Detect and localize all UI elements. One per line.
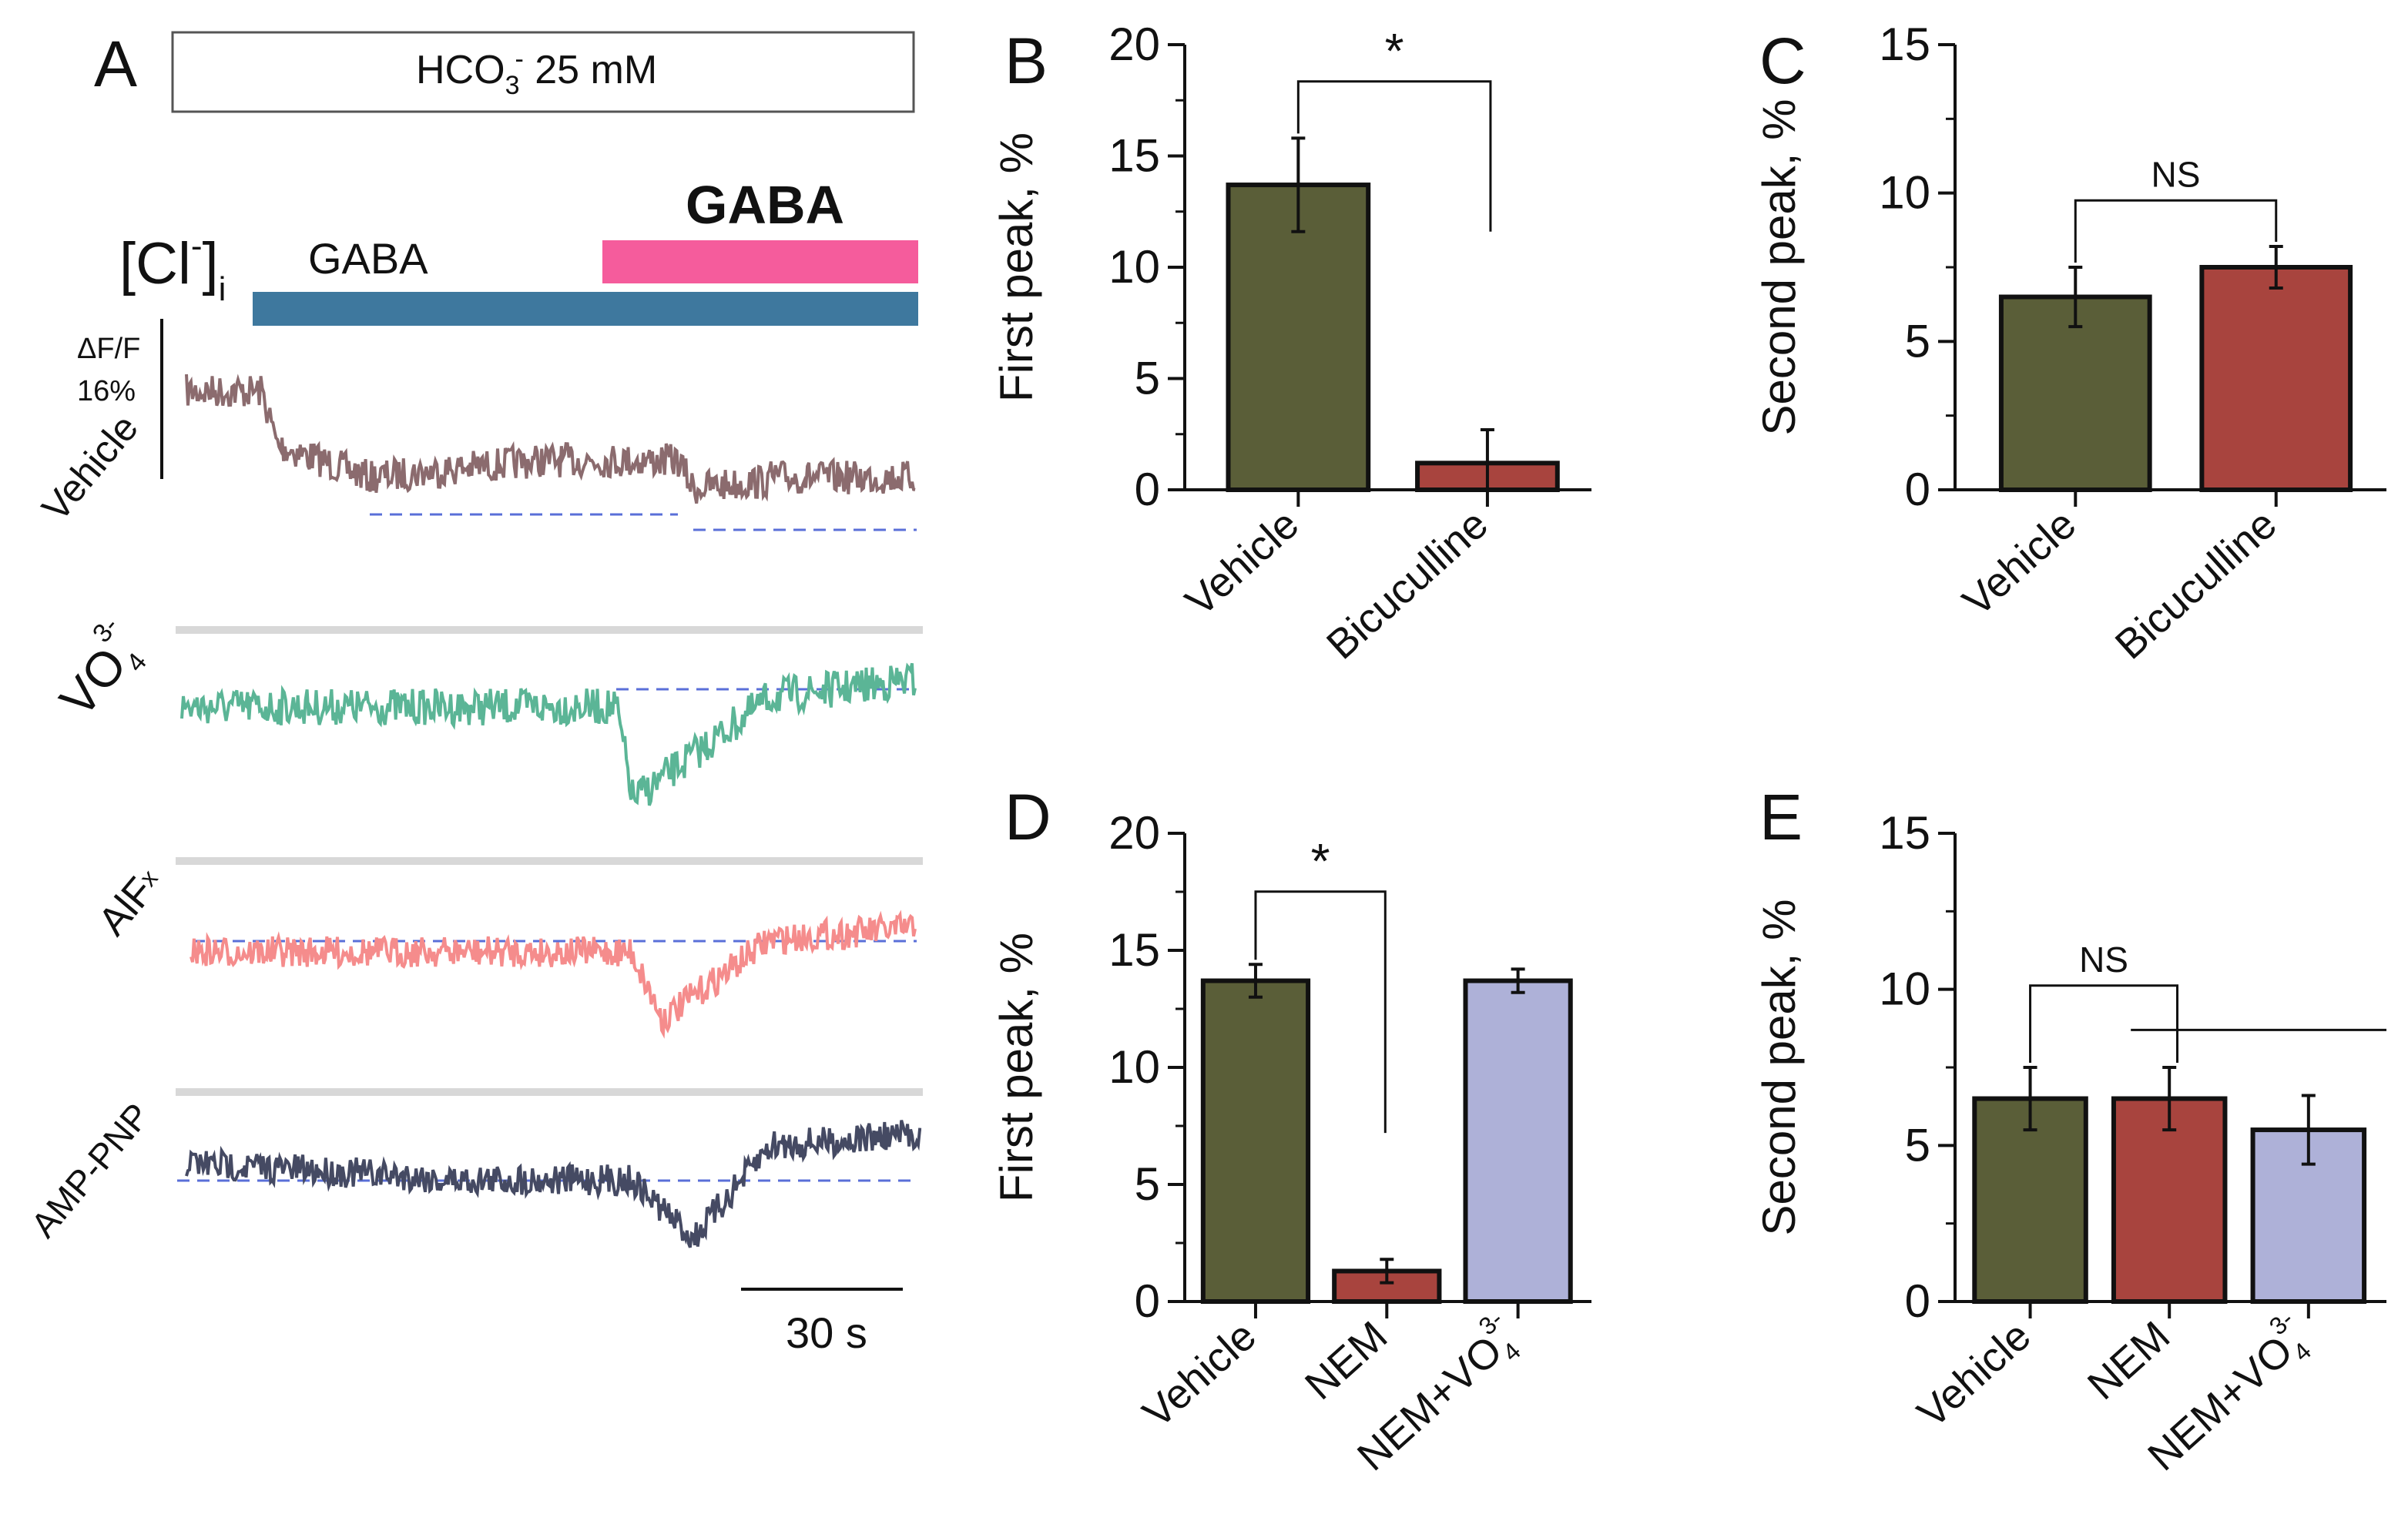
- solution-box: [171, 31, 915, 113]
- y-axis-label: Second peak, %: [1753, 900, 1805, 1236]
- y-tick-label: 5: [1905, 1119, 1930, 1171]
- y-tick-label: 0: [1135, 464, 1160, 515]
- gaba-label-big: GABA: [686, 175, 844, 235]
- chart-panel-c: C 0 5 10 15 Second peak, % Vehicle Bicuculline N…: [1753, 18, 2386, 668]
- solution-label: HCO3- 25 mM: [416, 45, 657, 100]
- panel-letter-d: D: [1004, 781, 1051, 853]
- trace-label-vo4: VO43-: [41, 611, 159, 732]
- trace-alfx: [189, 910, 917, 1039]
- significance-bracket: [1254, 890, 1387, 1134]
- trace-label-alfx: AlFx: [90, 859, 171, 943]
- x-tick-label: Bicuculline: [2107, 501, 2286, 668]
- scale-label-percent: 16%: [77, 375, 136, 407]
- significance-label: NS: [2151, 154, 2201, 194]
- significance-label: NS: [2079, 940, 2128, 980]
- vehicle-baseline: [370, 513, 917, 531]
- significance-label: *: [1311, 833, 1330, 889]
- x-tick-label: Vehicle: [1909, 1312, 2040, 1436]
- y-tick-label: 20: [1108, 18, 1160, 70]
- y-tick-label: 10: [1108, 241, 1160, 293]
- panel-letter-a: A: [94, 28, 137, 100]
- bar-vehicle: [1226, 183, 1371, 492]
- panel-letter-b: B: [1004, 25, 1048, 97]
- gaba-bar: [253, 292, 918, 326]
- scale-label-time: 30 s: [786, 1308, 867, 1357]
- y-tick-label: 5: [1135, 353, 1160, 404]
- gaba-label-small: GABA: [308, 234, 428, 283]
- significance-label: *: [1385, 23, 1404, 79]
- y-tick-label: 10: [1108, 1041, 1160, 1093]
- cl-label: [Cl-]i: [119, 227, 226, 308]
- y-axis-label: First peak, %: [991, 933, 1042, 1202]
- x-tick-label: Bicuculline: [1318, 501, 1497, 668]
- y-tick-label: 10: [1879, 963, 1930, 1015]
- significance-bracket: [1296, 80, 1492, 232]
- x-tick-label: Vehicle: [1134, 1312, 1265, 1436]
- y-tick-label: 15: [1108, 130, 1160, 182]
- gaba2-bar: [602, 240, 918, 283]
- y-tick-label: 15: [1879, 807, 1930, 859]
- x-tick-label: NEM: [2079, 1312, 2178, 1409]
- y-tick-label: 5: [1135, 1158, 1160, 1210]
- x-tick-label: Vehicle: [1954, 501, 2085, 625]
- bar-vehicle: [1200, 978, 1311, 1305]
- y-tick-label: 15: [1108, 924, 1160, 976]
- trace-label-amppnp: AMP-PNP: [23, 1095, 158, 1245]
- y-tick-label: 0: [1135, 1275, 1160, 1327]
- trace-vo4: [180, 662, 917, 806]
- trace-vehicle: [185, 374, 916, 504]
- y-tick-label: 20: [1108, 807, 1160, 859]
- x-tick-label: NEM: [1296, 1312, 1396, 1409]
- significance-bracket: [2074, 199, 2278, 263]
- panel-letter-e: E: [1759, 781, 1803, 853]
- y-tick-label: 0: [1905, 1275, 1930, 1327]
- bar-nem: [2111, 1096, 2228, 1304]
- scale-label-dff: ΔF/F: [77, 333, 140, 365]
- panel-a: A HCO3- 25 mM GABA GABA [Cl-]i ΔF/F 16%: [23, 28, 923, 1357]
- y-tick-label: 10: [1879, 167, 1930, 219]
- x-tick-label: Vehicle: [1177, 501, 1308, 625]
- bar-bicuculline: [2199, 265, 2353, 492]
- significance-bracket: [2029, 984, 2179, 1063]
- y-axis-label: Second peak, %: [1753, 99, 1805, 436]
- bar-nem-vo4-3-: [1463, 978, 1573, 1305]
- trace-amppnp: [185, 1120, 922, 1248]
- y-tick-label: 5: [1905, 315, 1930, 367]
- y-tick-label: 0: [1905, 464, 1930, 515]
- y-axis-label: First peak, %: [991, 132, 1042, 402]
- chart-panel-b: B 0 5 10 15 20 First peak, % Vehicle Bicuculline…: [991, 18, 1591, 668]
- panel-letter-c: C: [1759, 25, 1806, 97]
- y-tick-label: 15: [1879, 18, 1930, 70]
- trace-label-vehicle: Vehicle: [34, 407, 147, 530]
